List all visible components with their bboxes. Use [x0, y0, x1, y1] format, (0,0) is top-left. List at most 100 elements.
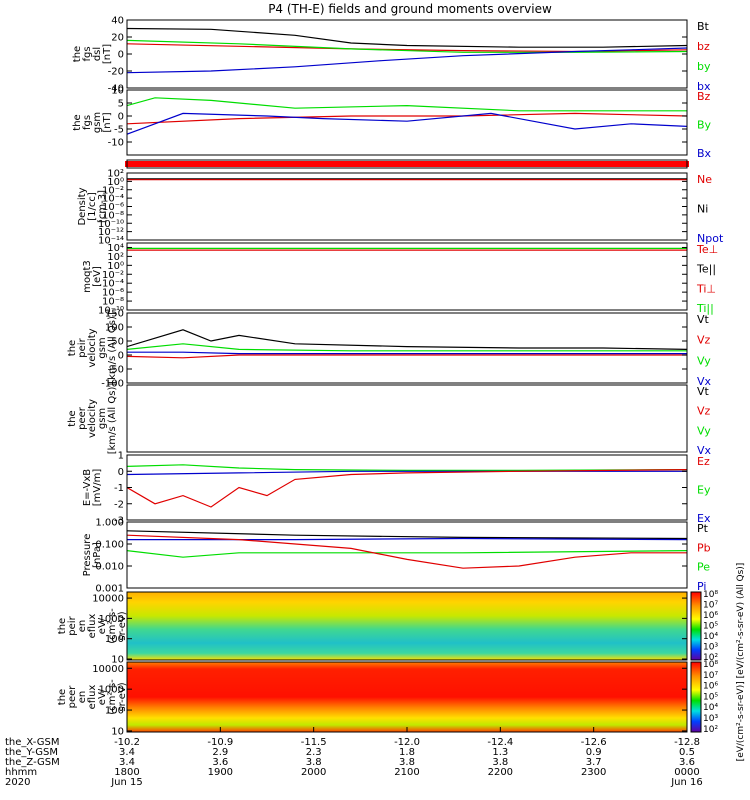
y-tick-label: -100 — [101, 379, 124, 390]
series-Vt-line — [126, 329, 688, 350]
y-tick-label: 40 — [111, 16, 124, 27]
y-axis-label: the — [72, 114, 83, 130]
y-tick-label: 50 — [111, 337, 124, 348]
x-tick-label: -12.8 — [674, 737, 700, 748]
colorbar-tick: 10⁷ — [703, 671, 718, 681]
x-tick-label: -12.0 — [394, 737, 420, 748]
y-tick-label: -5 — [114, 125, 124, 136]
y-tick-label: 10⁰ — [107, 177, 124, 188]
y-axis-label: [cm-3] — [97, 190, 108, 223]
x-tick-label: 2.3 — [306, 747, 322, 758]
y-axis-label: fgs — [82, 115, 93, 130]
spectrogram-image — [127, 662, 687, 732]
y-tick-label: 10⁻¹⁴ — [98, 236, 124, 247]
y-axis-label: E=-VxB — [82, 469, 93, 506]
colorbar-tick: 10⁵ — [703, 622, 718, 632]
y-axis-label: en — [77, 691, 88, 704]
y-axis-label: [nT] — [102, 44, 113, 64]
y-axis-label: peer — [77, 406, 88, 430]
legend-entry: Ex — [697, 512, 711, 525]
y-axis-label: eV/ — [97, 617, 108, 634]
y-tick-label: 1 — [118, 451, 124, 462]
y-axis-label: [nT] — [102, 112, 113, 132]
series-by-line — [126, 39, 688, 53]
legend-entry: Bt — [697, 20, 710, 33]
x-tick-label: -10.2 — [114, 737, 140, 748]
y-axis-label: en — [77, 620, 88, 633]
panel-frame — [126, 384, 688, 453]
x-tick-label: 0000 — [674, 767, 699, 778]
legend-entry: Bz — [697, 90, 711, 103]
x-tick-label: -12.4 — [487, 737, 513, 748]
y-tick-label: -50 — [108, 365, 124, 376]
y-axis-label: eV/ — [97, 688, 108, 705]
x-tick-label: -11.5 — [301, 737, 327, 748]
y-tick-label: 0 — [118, 50, 124, 61]
y-tick-label: 10⁻⁴ — [102, 194, 124, 205]
y-axis-label: the — [57, 618, 68, 634]
y-axis-label: Density — [77, 187, 88, 225]
panel-frame — [126, 172, 688, 241]
series-Pt-line — [126, 530, 688, 540]
panel-fgs-gsm: 10 5 0 -5 -10 the fgs gsm [nT] Bz By Bx — [72, 86, 712, 161]
legend-entry: Vt — [697, 313, 710, 326]
y-axis-label: the — [67, 410, 78, 426]
x-tick-label: 1800 — [114, 767, 139, 778]
panel-frame — [126, 89, 688, 156]
panel-frame — [126, 159, 688, 169]
y-tick-label: 0 — [118, 467, 124, 478]
x-tick-label: -10.9 — [207, 737, 233, 748]
legend-entry: bx — [697, 80, 711, 93]
y-tick-label: 10⁻⁸ — [102, 210, 124, 221]
x-row-label: the_X-GSM — [5, 737, 59, 748]
colorbar-tick: 10³ — [703, 714, 718, 724]
x-row-label: the_Z-GSM — [5, 757, 60, 768]
y-tick-label: 10000 — [92, 664, 124, 675]
y-tick-label: 10000 — [92, 594, 124, 605]
y-axis-label: the — [57, 689, 68, 705]
legend-entry: Ez — [697, 455, 710, 468]
y-tick-label: 10 — [111, 86, 124, 97]
y-tick-label: 1000 — [99, 685, 124, 696]
y-tick-label: -40 — [108, 84, 124, 95]
series-Ey-line — [126, 464, 688, 471]
legend-entry: Pe — [697, 561, 710, 574]
y-axis-label: peir — [67, 615, 78, 635]
x-tick-label: 3.8 — [399, 757, 415, 768]
y-tick-label: 150 — [105, 309, 124, 320]
y-axis-label: eflux — [87, 614, 98, 639]
legend-entry: Ti|| — [696, 302, 714, 315]
legend-entry: Ni — [697, 203, 708, 216]
x-row-label: the_Y-GSM — [5, 747, 58, 758]
flag-bar — [125, 161, 689, 167]
x-tick-label: Jun 15 — [110, 777, 143, 788]
y-axis-label: [eV] — [92, 266, 103, 287]
panel-fgs-dsl: 40 20 0 -20 -40 the fgs dsl [nT] Bt bz by bx — [72, 16, 711, 95]
y-tick-label: -1 — [114, 483, 124, 494]
y-tick-label: 0.001 — [95, 584, 124, 595]
legend-entry: By — [697, 119, 712, 132]
legend-entry: Pt — [697, 522, 709, 535]
y-tick-label: 0.010 — [95, 562, 124, 573]
legend-entry: bz — [697, 40, 710, 53]
legend-entry: Vx — [697, 375, 712, 388]
legend-entry: Vx — [697, 444, 712, 457]
legend-entry: Ti⊥ — [696, 282, 716, 295]
y-tick-label: 10² — [107, 169, 124, 180]
legend-entry: Vz — [697, 334, 711, 347]
panel-efield: 1 0 -1 -2 -3 E=-VxB [mV/m] Ez Ey Ex — [82, 451, 711, 527]
y-tick-label: 10⁻² — [102, 185, 124, 196]
y-axis-label: dsl — [92, 47, 103, 61]
y-axis-label: (cm²-s- — [107, 608, 118, 644]
y-tick-label: 100 — [105, 323, 124, 334]
y-tick-label: 20 — [111, 33, 124, 44]
x-tick-label: 1.3 — [492, 747, 508, 758]
series-Vz-line — [126, 354, 687, 359]
y-tick-label: 10 — [111, 726, 124, 737]
y-tick-label: -20 — [108, 67, 124, 78]
x-tick-label: 0.5 — [679, 747, 695, 758]
series-Ez-line — [126, 469, 688, 508]
y-tick-label: -3 — [114, 516, 124, 527]
